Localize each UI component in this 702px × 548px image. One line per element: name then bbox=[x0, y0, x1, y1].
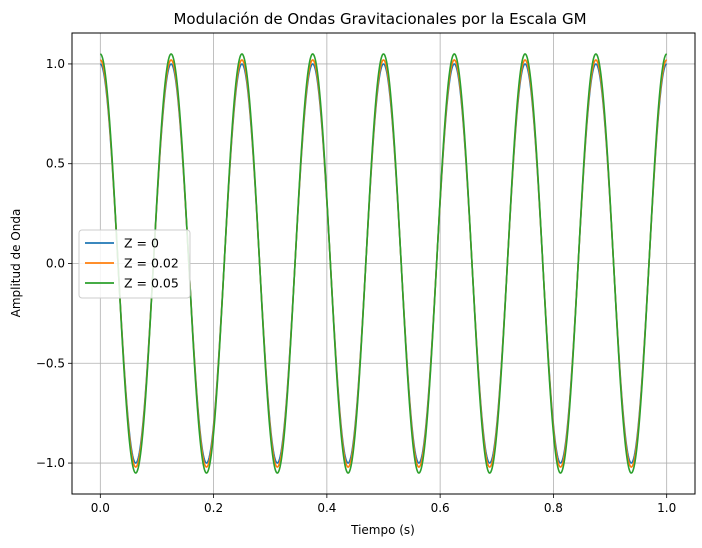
series-layer bbox=[99, 53, 668, 474]
y-tick-label: 0.5 bbox=[46, 157, 65, 171]
x-tick-label: 1.0 bbox=[657, 501, 676, 515]
x-tick-label: 0.4 bbox=[317, 501, 336, 515]
legend-label: Z = 0 bbox=[124, 236, 159, 251]
y-axis-label: Amplitud de Onda bbox=[9, 209, 23, 318]
x-tick-label: 0.6 bbox=[431, 501, 450, 515]
y-tick-label: 1.0 bbox=[46, 57, 65, 71]
legend: Z = 0 Z = 0.02 Z = 0.05 bbox=[78, 229, 191, 299]
y-tick-label: 0.0 bbox=[46, 257, 65, 271]
x-tick-label: 0.8 bbox=[544, 501, 563, 515]
y-axis: −1.0 −0.5 0.0 0.5 1.0 bbox=[36, 57, 72, 470]
legend-label: Z = 0.02 bbox=[124, 256, 179, 271]
x-axis-label: Tiempo (s) bbox=[350, 523, 415, 537]
series-line-2 bbox=[99, 53, 668, 474]
y-tick-label: −0.5 bbox=[36, 356, 65, 370]
x-tick-label: 0.2 bbox=[204, 501, 223, 515]
y-tick-label: −1.0 bbox=[36, 456, 65, 470]
legend-box bbox=[78, 229, 191, 299]
chart-title: Modulación de Ondas Gravitacionales por … bbox=[173, 10, 586, 28]
legend-label: Z = 0.05 bbox=[124, 276, 179, 291]
x-tick-label: 0.0 bbox=[91, 501, 110, 515]
x-axis: 0.0 0.2 0.4 0.6 0.8 1.0 bbox=[91, 494, 676, 515]
